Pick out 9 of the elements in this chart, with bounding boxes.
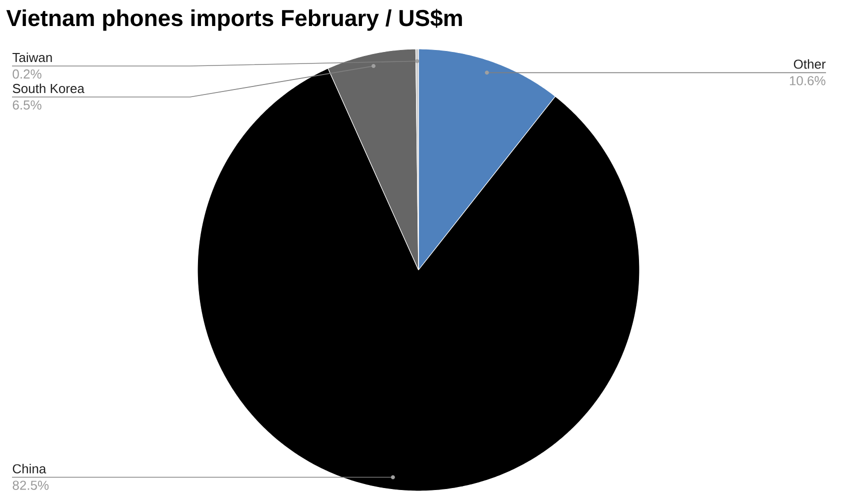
data-label: 0.2% (12, 69, 42, 79)
slice-label: China (12, 464, 46, 474)
data-label: 10.6% (790, 76, 826, 86)
slice-label: Other (794, 59, 826, 69)
chart-title: Vietnam phones imports February / US$m (6, 8, 462, 31)
data-label: 6.5% (12, 100, 42, 110)
slice-label: South Korea (12, 84, 84, 94)
slice-label: Taiwan (12, 52, 52, 62)
data-label: 82.5% (12, 480, 49, 490)
